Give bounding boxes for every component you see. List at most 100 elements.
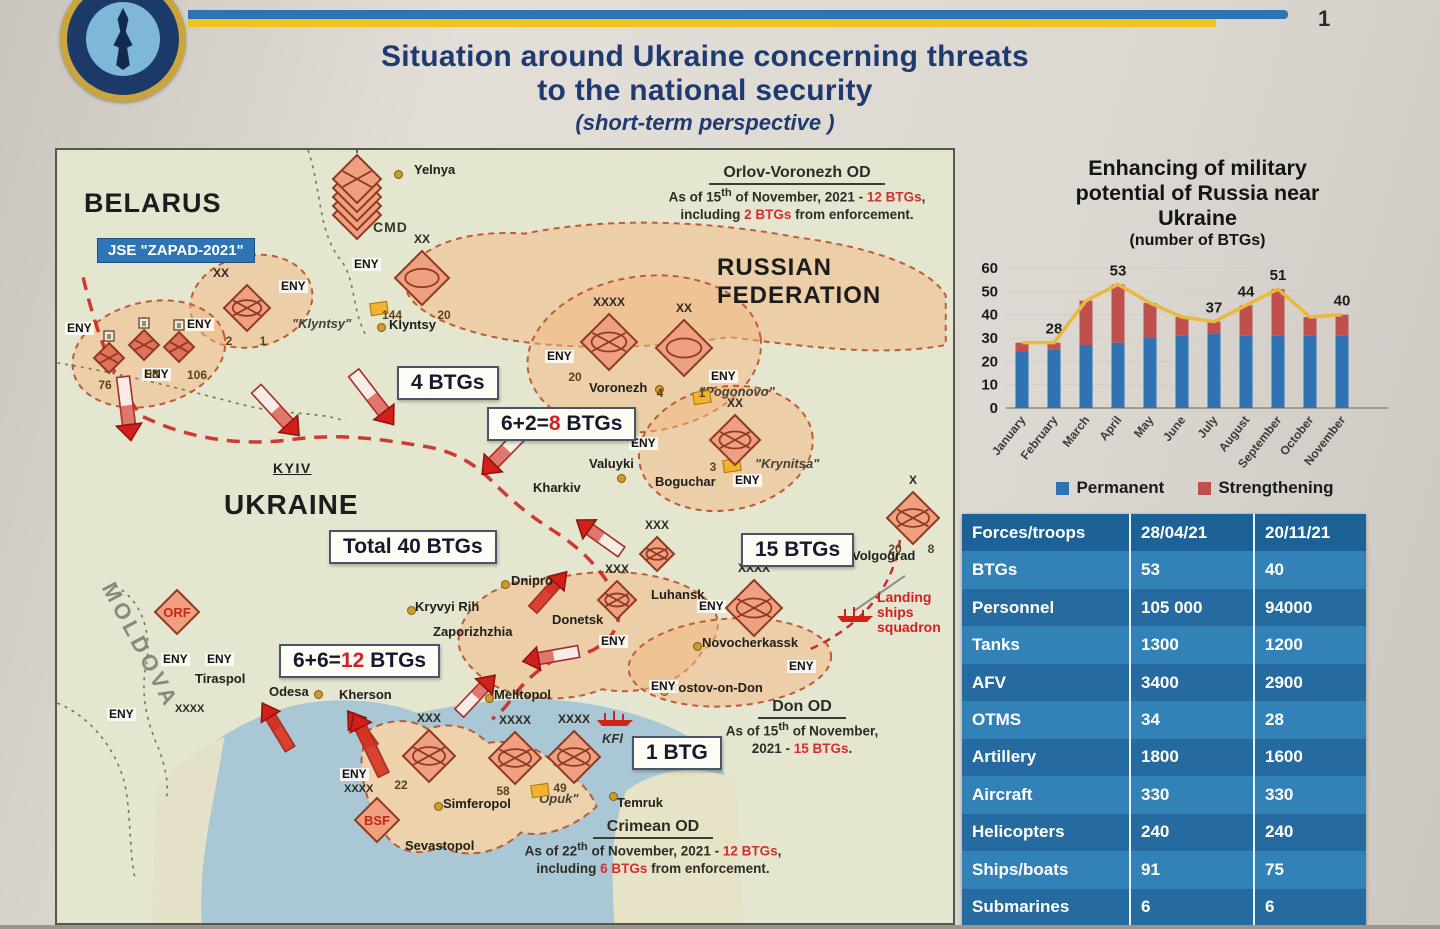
unit-symbol [331, 150, 383, 246]
enemy-label: ENY [142, 367, 171, 381]
total-line [1022, 282, 1343, 345]
landing-ships-squadron-label: Landing ships squadron [877, 589, 941, 635]
unit-number-label: 20 [437, 308, 451, 322]
y-tick-label: 20 [981, 353, 998, 370]
btg-count-box: 15 BTGs [741, 533, 855, 567]
svg-text:ORF: ORF [163, 605, 191, 620]
city-dot-icon [434, 802, 443, 811]
unit-symbol [393, 249, 451, 312]
unit-number-label: 1 [698, 386, 706, 400]
unit-number-label: 76 [98, 378, 112, 392]
table-row: OTMS 34 28 [962, 701, 1366, 739]
map-city-label: KYIV [273, 460, 312, 476]
taman-land [612, 770, 742, 923]
enemy-label: ENY [709, 369, 738, 383]
unit-diamond-icon [222, 283, 272, 333]
bar-strengthening [1271, 289, 1285, 336]
unit-echelon-label: XXX [604, 562, 629, 576]
btg-count-text: BTGs [364, 649, 427, 672]
map-city-label: Valuyki [589, 456, 634, 471]
chart-title: Enhancing of military potential of Russia… [1075, 156, 1320, 230]
map-city-label: Volgograd [852, 548, 916, 563]
unit-symbol: II [127, 314, 161, 367]
svg-text:II: II [107, 334, 111, 341]
table-cell-value: 40 [1253, 551, 1366, 589]
map-city-label: Simferopol [443, 796, 511, 811]
y-tick-label: 50 [981, 283, 998, 300]
svg-text:II: II [142, 321, 146, 328]
od-note-title: Don OD [758, 698, 846, 719]
map-city-label: Odesa [269, 684, 309, 699]
map-city-label: Boguchar [655, 474, 716, 489]
x-tick-label: May [1131, 413, 1157, 440]
title-line-1: Situation around Ukraine concerning thre… [381, 40, 1029, 73]
enemy-label: ENY [352, 257, 381, 271]
map-city-label: Yelnya [414, 162, 456, 177]
table-cell-value: 105 000 [1129, 588, 1253, 627]
btg-count-text: BTGs [560, 412, 623, 435]
map-city-label: "Pogonovo" [699, 384, 775, 399]
y-tick-label: 30 [981, 330, 998, 347]
bar-value-label: 44 [1238, 283, 1255, 300]
flag-stripe-blue [188, 10, 1288, 19]
btg-count-box: 1 BTG [632, 736, 722, 770]
unit-number-label: 144 [381, 308, 403, 322]
echelon-label: XXXX [344, 783, 374, 795]
map-city-label: Donetsk [552, 612, 604, 627]
btg-count-box: 6+2=8 BTGs [487, 407, 637, 441]
legend-permanent: Permanent [1056, 478, 1164, 498]
unit-symbol [596, 579, 638, 626]
city-dot-icon [407, 606, 416, 615]
table-row: BTGs 53 40 [962, 551, 1366, 589]
legend-strengthening-swatch [1198, 481, 1212, 495]
unit-number-label: 2 [225, 334, 233, 348]
legend-permanent-label: Permanent [1076, 478, 1165, 497]
slide-title: Situation around Ukraine concerning thre… [300, 40, 1110, 136]
table-row-label: Personnel [972, 597, 1055, 617]
bar-strengthening [1175, 317, 1189, 336]
forces-comparison-table: Forces/troops 28/04/21 20/11/21 BTGs 53 40 Per… [962, 514, 1366, 926]
bar-value-label: 37 [1206, 300, 1223, 317]
bar-strengthening [1239, 305, 1253, 336]
city-dot-icon [485, 694, 494, 703]
unit-number-label: 1 [259, 334, 267, 348]
table-row-label: Tanks [972, 635, 1020, 655]
echelon-label: XXXX [175, 703, 205, 715]
table-cell-value: 6 [1129, 888, 1253, 926]
enemy-label: ENY [161, 652, 190, 666]
unit-diamond-icon: II [92, 330, 126, 375]
bar-strengthening [1079, 300, 1093, 346]
table-row-label: Artillery [972, 747, 1037, 767]
legend-permanent-swatch [1056, 481, 1070, 495]
unit-echelon-label: XX [675, 301, 692, 315]
table-row-label: BTGs [972, 560, 1018, 580]
table-cell-value: 1600 [1253, 738, 1366, 777]
table-row: Artillery 1800 1600 [962, 738, 1366, 777]
unit-number-label: 3 [709, 460, 717, 474]
bar-value-label: 40 [1334, 293, 1351, 310]
unit-echelon-label: XX [726, 396, 743, 410]
bar-strengthening [1207, 321, 1221, 334]
unit-echelon-label: X [908, 473, 917, 487]
od-note-title: Crimean OD [592, 818, 714, 839]
unit-symbol: II [162, 316, 196, 369]
table-cell-value: 91 [1129, 851, 1253, 889]
unit-number-label: 22 [394, 778, 408, 792]
svg-text:II: II [177, 323, 181, 330]
country-label-ukraine: UKRAINE [224, 489, 359, 520]
unit-diamond-icon [724, 578, 784, 638]
unit-diamond-icon: ORF [153, 588, 201, 636]
bar-permanent [1143, 338, 1157, 408]
enemy-label: ENY [697, 599, 726, 613]
emblem-bird-icon [113, 7, 133, 71]
legend-strengthening-label: Strengthening [1218, 478, 1334, 497]
table-row: Helicopters 240 240 [962, 813, 1366, 852]
table-row: Submarines 6 6 [962, 888, 1366, 926]
bar-permanent [1015, 352, 1029, 408]
bar-value-label: 53 [1110, 262, 1127, 279]
unit-number-label: 20 [888, 542, 902, 556]
bar-value-label: 51 [1270, 267, 1287, 284]
unit-diamond-icon: II [162, 319, 196, 364]
